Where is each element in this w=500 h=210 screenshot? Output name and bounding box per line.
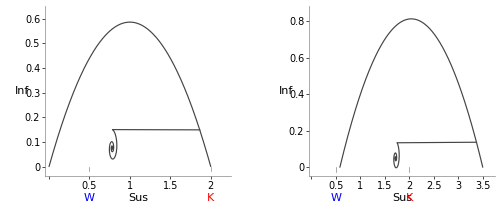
X-axis label: Sus: Sus: [128, 193, 148, 203]
Text: K: K: [406, 193, 413, 203]
X-axis label: Sus: Sus: [392, 193, 412, 203]
Y-axis label: Inf: Inf: [279, 86, 293, 96]
Text: W: W: [84, 193, 95, 203]
Text: K: K: [207, 193, 214, 203]
Y-axis label: Inf: Inf: [15, 86, 29, 96]
Text: W: W: [330, 193, 342, 203]
